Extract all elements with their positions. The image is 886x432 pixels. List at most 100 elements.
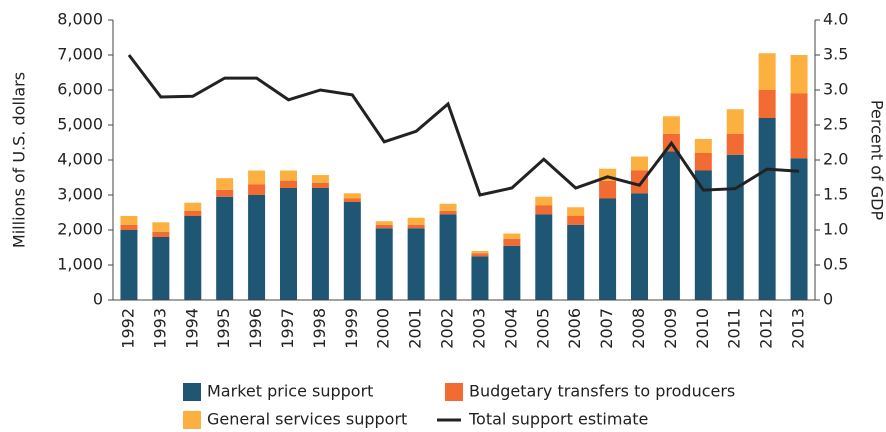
- legend-label: Budgetary transfers to producers: [469, 382, 735, 401]
- y-tick-label: 5,000: [57, 115, 103, 134]
- legend-label: Market price support: [207, 382, 373, 401]
- bar-segment: [407, 224, 425, 229]
- y2-tick-label: 4.0: [823, 10, 848, 29]
- bar-segment: [216, 189, 234, 197]
- bar-segment: [631, 170, 648, 194]
- bar-segment: [439, 214, 457, 300]
- bar-segment: [567, 216, 585, 225]
- x-tick-label: 2009: [661, 308, 680, 349]
- bar-segment: [216, 178, 234, 190]
- x-tick-label: 1994: [182, 308, 201, 349]
- x-tick-label: 2002: [438, 308, 457, 349]
- bar-segment: [758, 90, 776, 118]
- bar-segment: [248, 195, 266, 300]
- bar-segment: [280, 188, 297, 300]
- x-tick-label: 1996: [246, 308, 265, 349]
- bar-segment: [662, 116, 680, 134]
- x-tick-label: 2001: [406, 308, 425, 349]
- y2-tick-label: 0.5: [823, 255, 848, 274]
- bar-segment: [216, 196, 234, 300]
- bar-segment: [694, 139, 712, 153]
- legend-label: General services support: [207, 410, 407, 429]
- bar-segment: [311, 188, 329, 300]
- legend-swatch: [183, 411, 201, 429]
- bar-segment: [535, 214, 553, 300]
- y-tick-label: 3,000: [57, 185, 103, 204]
- x-tick-label: 2012: [757, 308, 776, 349]
- bar-segment: [758, 53, 776, 90]
- bar-segment: [694, 170, 712, 300]
- bar-segment: [503, 245, 521, 300]
- bar-segment: [726, 133, 744, 155]
- x-tick-label: 2003: [469, 308, 488, 349]
- bar-segment: [375, 221, 393, 225]
- bar-segment: [152, 231, 170, 237]
- y2-axis-label: Percent of GDP: [868, 100, 886, 221]
- bar-segment: [535, 205, 553, 215]
- bar-segment: [184, 216, 202, 300]
- bar-segment: [248, 184, 266, 195]
- bar-segment: [311, 175, 329, 183]
- x-tick-label: 1993: [150, 308, 169, 349]
- x-tick-label: 1992: [118, 308, 137, 349]
- x-tick-label: 2013: [789, 308, 808, 349]
- bar-segment: [790, 55, 808, 94]
- y-tick-label: 0: [93, 290, 103, 309]
- y-axis-label: Millions of U.S. dollars: [10, 72, 29, 248]
- bar-segment: [471, 251, 489, 254]
- bar-segment: [375, 224, 393, 229]
- y-tick-label: 7,000: [57, 45, 103, 64]
- bar-segment: [184, 202, 202, 211]
- bar-segment: [631, 193, 648, 300]
- x-tick-label: 2008: [629, 308, 648, 349]
- y-tick-label: 2,000: [57, 220, 103, 239]
- y2-tick-label: 1.0: [823, 220, 848, 239]
- bar-segment: [152, 237, 170, 300]
- bar-segment: [184, 210, 202, 216]
- y2-tick-label: 0: [823, 290, 833, 309]
- legend-label: Total support estimate: [468, 410, 648, 429]
- bar-segment: [790, 93, 808, 159]
- bar-segment: [535, 196, 553, 206]
- bar-segment: [375, 228, 393, 300]
- bar-segment: [439, 203, 457, 211]
- bar-segment: [311, 182, 329, 188]
- bar-segment: [120, 230, 138, 300]
- y-tick-label: 4,000: [57, 150, 103, 169]
- bar-segment: [439, 210, 457, 215]
- y2-tick-label: 1.5: [823, 185, 848, 204]
- bar-segment: [407, 228, 425, 300]
- bar-segment: [120, 216, 138, 225]
- bar-segment: [726, 109, 744, 134]
- x-tick-label: 2000: [374, 308, 393, 349]
- bar-segment: [503, 233, 521, 239]
- bar-segment: [503, 238, 521, 246]
- x-tick-label: 2004: [501, 308, 520, 349]
- bar-segment: [120, 224, 138, 230]
- legend-swatch: [445, 383, 463, 401]
- y2-tick-label: 3.0: [823, 80, 848, 99]
- bar-segment: [280, 170, 297, 181]
- bar-segment: [343, 198, 361, 202]
- x-tick-label: 1999: [342, 308, 361, 349]
- bar-segment: [599, 181, 617, 199]
- bar-segment: [631, 156, 648, 171]
- bar-segment: [694, 153, 712, 171]
- x-tick-label: 1995: [214, 308, 233, 349]
- bar-segment: [567, 224, 585, 300]
- x-tick-label: 2006: [565, 308, 584, 349]
- bar-segment: [343, 193, 361, 199]
- x-tick-label: 2011: [725, 308, 744, 349]
- bar-segment: [407, 217, 425, 225]
- y2-tick-label: 2.5: [823, 115, 848, 134]
- bar-segment: [726, 154, 744, 300]
- line-series: [127, 54, 800, 197]
- x-tick-label: 1997: [278, 308, 297, 349]
- bar-segment: [343, 202, 361, 300]
- bar-segment: [471, 256, 489, 300]
- legend-swatch: [183, 383, 201, 401]
- bar-segment: [662, 151, 680, 300]
- bar-segment: [758, 118, 776, 300]
- bar-segment: [471, 253, 489, 257]
